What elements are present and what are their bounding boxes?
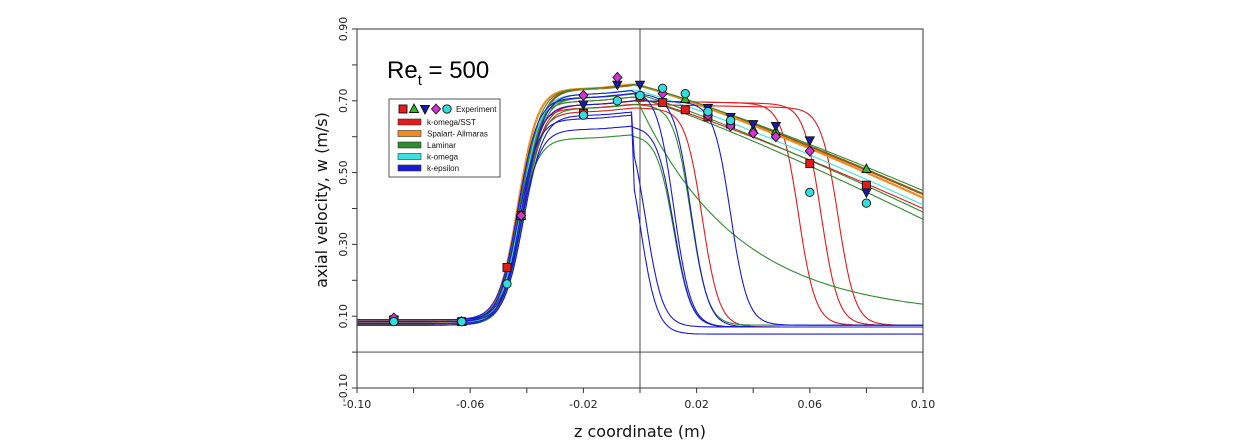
legend-label: k-epsilon: [427, 164, 459, 173]
y-tick-label: -0.10: [337, 374, 350, 402]
legend-label: k-omega/SST: [427, 118, 476, 127]
y-tick-label: 0.90: [337, 17, 350, 42]
experiment-point-diamond: [516, 210, 527, 222]
legend-label: Laminar: [427, 141, 456, 150]
x-tick-label: 0.02: [684, 398, 709, 411]
experiment-point-diamond: [770, 131, 781, 143]
experiment-point-square: [861, 180, 871, 190]
model-curves: [357, 83, 924, 335]
x-tick-label: -0.06: [456, 398, 484, 411]
experiment-point-circle: [635, 90, 645, 101]
experiment-point-diamond: [612, 71, 623, 84]
x-axis: -0.10 -0.06 -0.02 0.02 0.06 0.10: [343, 388, 935, 411]
experiment-point-circle: [805, 187, 815, 197]
experiment-point-triangle-up: [861, 163, 872, 173]
experiment-point-circle: [612, 96, 623, 106]
experiment-point-circle: [389, 316, 399, 327]
experiment-point-square: [502, 262, 512, 272]
legend-swatch: [397, 130, 422, 137]
experiment-point-circle: [578, 110, 589, 120]
experiment-point-triangle-down: [747, 120, 759, 131]
x-tick-label: -0.02: [569, 398, 597, 411]
model-curve-k-epsilon: [357, 114, 923, 335]
x-axis-title: z coordinate (m): [574, 422, 706, 441]
y-tick-label: 0.70: [337, 89, 350, 114]
legend-label: k-omega: [427, 153, 459, 162]
experiment-point-circle: [861, 198, 872, 208]
experiment-point-square: [680, 105, 690, 115]
legend-label-experiment: Experiment: [456, 105, 497, 114]
x-tick-label: -0.10: [343, 398, 371, 411]
y-tick-label: 0.10: [337, 304, 350, 329]
annotation-subscript: t: [418, 72, 423, 89]
y-tick-label: 0.30: [337, 232, 350, 257]
y-tick-label: 0.50: [337, 160, 350, 185]
legend-swatch: [397, 141, 422, 149]
legend-marker-square: [398, 104, 408, 114]
experiment-point-diamond: [578, 89, 589, 102]
experiment-point-square: [658, 98, 668, 108]
experiment-point-circle: [657, 83, 668, 93]
legend-swatch: [397, 164, 422, 172]
experiment-point-circle: [502, 279, 512, 289]
experiment-point-triangle-down: [804, 136, 816, 147]
experiment-point-circle: [680, 88, 690, 99]
reynolds-annotation: Ret = 500: [387, 57, 489, 89]
y-axis-title: axial velocity, w (m/s): [312, 112, 331, 288]
legend-swatch: [397, 153, 422, 160]
experiment-point-circle: [725, 115, 736, 126]
experiment-point-diamond: [748, 127, 759, 139]
annotation-rest: = 500: [422, 57, 489, 84]
legend-marker-triangle-down: [419, 105, 431, 115]
experiment-point-square: [805, 159, 815, 169]
experiment-markers: [388, 71, 872, 327]
experiment-point-triangle-down: [861, 188, 872, 199]
legend-marker-triangle-up: [408, 103, 420, 113]
experiment-point-diamond: [804, 145, 815, 157]
experiment-point-circle: [703, 106, 713, 117]
experiment-point-triangle-down: [634, 80, 646, 91]
x-tick-label: 0.10: [911, 398, 936, 411]
y-axis: -0.10 0.10 0.30 0.50 0.70 0.90: [337, 17, 357, 402]
legend: Experiment k-omega/SST Spalart- Allmaras La…: [388, 98, 501, 178]
annotation-main: Re: [387, 57, 418, 84]
legend-swatch: [397, 118, 422, 126]
legend-label: Spalart- Allmaras: [427, 130, 488, 139]
experiment-point-triangle-down: [770, 121, 782, 132]
legend-marker-circle: [442, 104, 452, 114]
model-curve-k-epsilon: [357, 125, 923, 328]
x-tick-label: 0.06: [798, 398, 823, 411]
legend-marker-diamond: [430, 103, 442, 115]
experiment-point-circle: [457, 316, 467, 327]
